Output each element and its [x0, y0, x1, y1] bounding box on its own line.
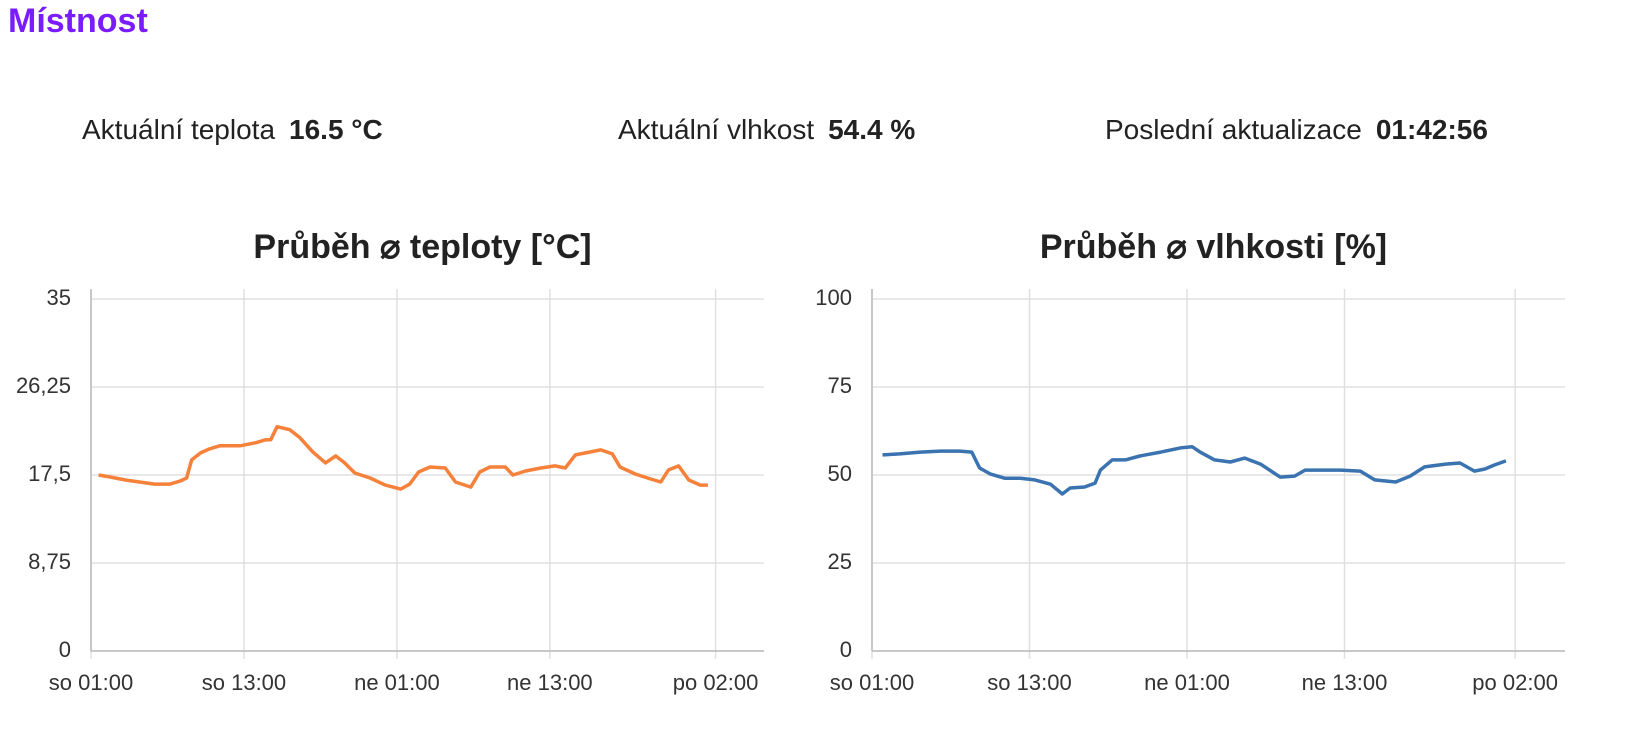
- y-tick-label: 75: [828, 373, 852, 398]
- x-tick-label: ne 01:00: [1144, 670, 1230, 695]
- stat: Aktuální vlhkost 54.4 %: [618, 114, 915, 146]
- x-tick-label: so 13:00: [202, 670, 286, 695]
- y-tick-label: 50: [828, 461, 852, 486]
- x-tick-label: so 01:00: [830, 670, 914, 695]
- x-tick-label: ne 01:00: [354, 670, 440, 695]
- x-tick-label: so 13:00: [987, 670, 1071, 695]
- stat-label: Aktuální teplota: [82, 114, 276, 145]
- stat-value: 16.5 °C: [289, 114, 383, 145]
- stat-label: Aktuální vlhkost: [618, 114, 815, 145]
- y-tick-label: 8,75: [28, 549, 71, 574]
- x-tick-label: po 02:00: [673, 670, 759, 695]
- y-tick-label: 25: [828, 549, 852, 574]
- stat-value: 54.4 %: [828, 114, 916, 145]
- x-tick-label: ne 13:00: [507, 670, 593, 695]
- y-tick-label: 0: [840, 637, 852, 662]
- stat: Aktuální teplota 16.5 °C: [82, 114, 383, 146]
- data-line: [98, 424, 708, 491]
- y-tick-label: 0: [59, 637, 71, 662]
- page-title: Místnost: [8, 2, 148, 40]
- stat: Poslední aktualizace 01:42:56: [1105, 114, 1488, 146]
- chart-title: Průběh ⌀ vlhkosti [%]: [1040, 228, 1387, 266]
- chart-title: Průběh ⌀ teploty [°C]: [253, 228, 591, 266]
- x-tick-label: ne 13:00: [1302, 670, 1388, 695]
- y-tick-label: 100: [815, 285, 852, 310]
- x-tick-label: so 01:00: [49, 670, 133, 695]
- y-tick-label: 17,5: [28, 461, 71, 486]
- y-tick-label: 26,25: [16, 373, 71, 398]
- stat-value: 01:42:56: [1375, 114, 1488, 145]
- x-tick-label: po 02:00: [1472, 670, 1558, 695]
- data-line: [882, 445, 1507, 496]
- y-tick-label: 35: [47, 285, 71, 310]
- stat-label: Poslední aktualizace: [1105, 114, 1362, 145]
